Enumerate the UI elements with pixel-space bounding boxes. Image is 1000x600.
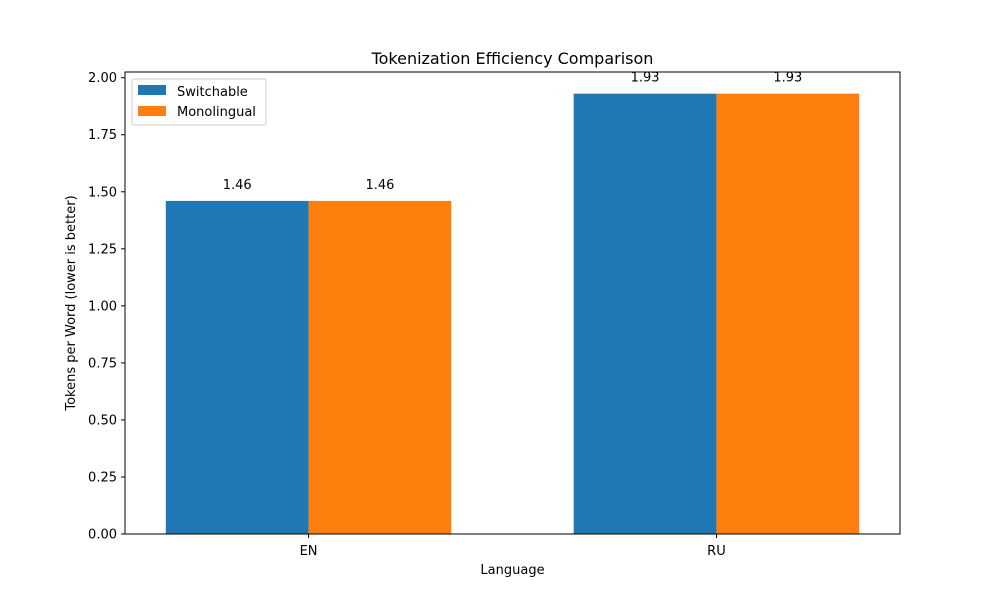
value-label-switchable-ru: 1.93 bbox=[631, 71, 660, 86]
y-axis: 0.00 0.25 0.50 0.75 1.00 1.25 1.50 1.75 2.00 bbox=[88, 71, 125, 543]
y-tick-label: 2.00 bbox=[88, 71, 117, 86]
y-tick-label: 0.75 bbox=[88, 356, 117, 371]
legend-label-switchable: Switchable bbox=[177, 85, 248, 100]
value-label-monolingual-en: 1.46 bbox=[365, 178, 394, 193]
y-tick-label: 1.75 bbox=[88, 128, 117, 143]
bar-switchable-ru bbox=[573, 93, 717, 535]
y-tick-label: 0.50 bbox=[88, 413, 117, 428]
y-tick-label: 1.00 bbox=[88, 299, 117, 314]
legend-swatch-switchable bbox=[138, 85, 166, 95]
legend-label-monolingual: Monolingual bbox=[177, 105, 256, 120]
x-axis-label: Language bbox=[480, 563, 544, 578]
plot-frame bbox=[124, 71, 901, 535]
y-tick-label: 1.25 bbox=[88, 242, 117, 257]
y-tick-label: 1.50 bbox=[88, 185, 117, 200]
bars-layer bbox=[165, 93, 860, 535]
legend: Switchable Monolingual bbox=[131, 78, 267, 126]
y-axis-label: Tokens per Word (lower is better) bbox=[64, 195, 79, 411]
bar-monolingual-en bbox=[308, 200, 452, 534]
y-tick-label: 0.25 bbox=[88, 470, 117, 485]
chart-title: Tokenization Efficiency Comparison bbox=[371, 49, 654, 68]
legend-swatch-monolingual bbox=[138, 106, 166, 116]
x-tick-label-en: EN bbox=[300, 544, 318, 559]
bar-monolingual-ru bbox=[716, 93, 860, 535]
bar-switchable-en bbox=[165, 200, 309, 534]
value-labels-layer: 1.46 1.93 1.46 1.93 bbox=[223, 71, 803, 193]
x-axis: EN RU bbox=[300, 534, 726, 559]
x-tick-label-ru: RU bbox=[707, 544, 726, 559]
value-label-monolingual-ru: 1.93 bbox=[773, 71, 802, 86]
value-label-switchable-en: 1.46 bbox=[223, 178, 252, 193]
y-tick-label: 0.00 bbox=[88, 528, 117, 543]
